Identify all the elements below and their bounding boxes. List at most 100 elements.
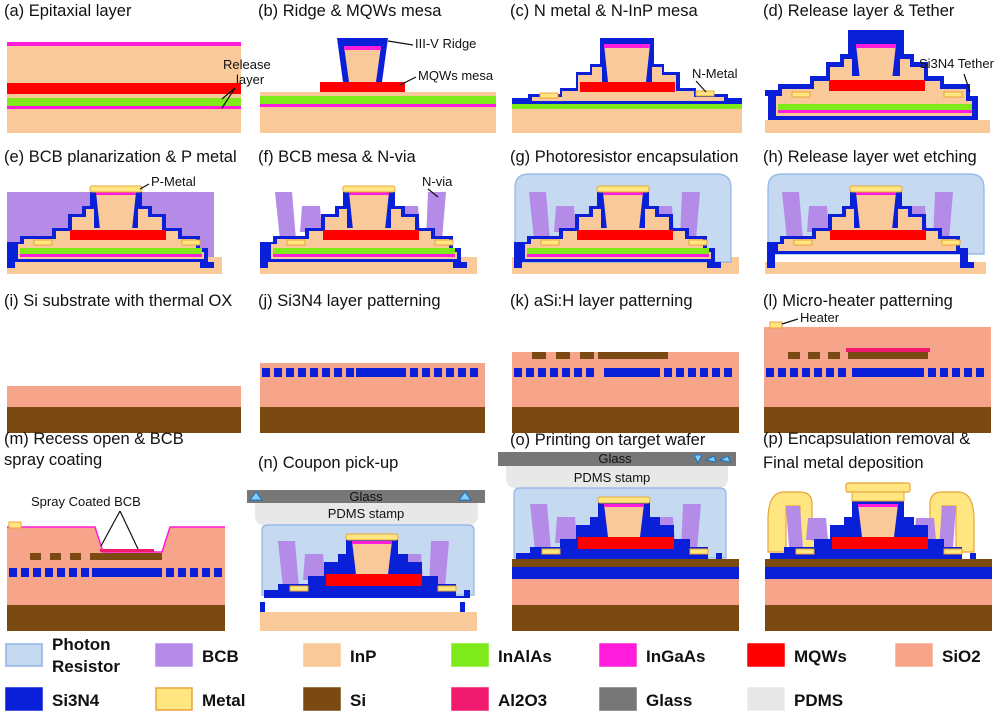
panel-l-asi-pattern xyxy=(788,348,930,359)
legend-swatch xyxy=(747,687,785,711)
panel-o-coupon xyxy=(513,487,727,560)
release-layer-label-2: layer xyxy=(236,72,265,87)
panel-j: (j) Si3N4 layer patterning xyxy=(258,292,485,433)
si3n4-waveguide xyxy=(604,368,660,377)
si3n4-segment xyxy=(434,368,442,377)
si3n4-segment xyxy=(298,368,306,377)
si3n4-segment xyxy=(526,368,534,377)
pdms-label-o: PDMS stamp xyxy=(574,470,651,485)
legend-item-bcb: BCB xyxy=(155,643,239,667)
legend-item-pdms: PDMS xyxy=(747,687,843,711)
legend-label: Si xyxy=(350,691,366,710)
legend-swatch xyxy=(451,687,489,711)
legend-item-inalas: InAlAs xyxy=(451,643,552,667)
caption-i: (i) Si substrate with thermal OX xyxy=(4,292,232,310)
panel-f: (f) BCB mesa & N-via N-via xyxy=(258,148,477,274)
si3n4-segment xyxy=(574,368,582,377)
si3n4-segment xyxy=(538,368,546,377)
panel-k-si3n4-pattern xyxy=(514,368,732,377)
si3n4-segment xyxy=(928,368,936,377)
legend-item-glass: Glass xyxy=(599,687,692,711)
legend-label-2: Resistor xyxy=(52,657,120,676)
caption-p-2: Final metal deposition xyxy=(763,454,924,472)
caption-e: (e) BCB planarization & P metal xyxy=(4,148,237,166)
si3n4-waveguide xyxy=(356,368,406,377)
si3n4-segment xyxy=(262,368,270,377)
legend-swatch xyxy=(599,687,637,711)
panel-l-si3n4-pattern xyxy=(766,368,984,377)
spray-bcb-label: Spray Coated BCB xyxy=(31,494,141,509)
legend-item-si3n4: Si3N4 xyxy=(5,687,100,711)
legend-swatch xyxy=(895,643,933,667)
legend-swatch xyxy=(599,643,637,667)
panel-n: (n) Coupon pick-up Glass PDMS stamp xyxy=(247,454,485,631)
si3n4-segment xyxy=(838,368,846,377)
glass-plate-o xyxy=(498,452,736,466)
si3n4-segment xyxy=(766,368,774,377)
legend-swatch xyxy=(747,643,785,667)
legend-item-si: Si xyxy=(303,687,366,711)
si3n4-segment xyxy=(166,568,174,577)
caption-p: (p) Encapsulation removal & xyxy=(763,430,970,448)
panel-b: (b) Ridge & MQWs mesa III-V Ridge MQWs m… xyxy=(258,2,496,133)
si3n4-segment xyxy=(346,368,354,377)
caption-j: (j) Si3N4 layer patterning xyxy=(258,292,441,310)
panel-a-stack xyxy=(7,42,241,133)
panel-n-coupon xyxy=(261,524,475,598)
glass-plate xyxy=(247,490,485,503)
si3n4-segment xyxy=(274,368,282,377)
si3n4-segment xyxy=(940,368,948,377)
legend-label: Photon xyxy=(52,635,111,654)
si3n4-segment xyxy=(9,568,17,577)
legend-swatch xyxy=(5,643,43,667)
caption-f: (f) BCB mesa & N-via xyxy=(258,148,417,166)
release-arrow-2 xyxy=(221,87,236,109)
si3n4-segment xyxy=(334,368,342,377)
legend-label: Glass xyxy=(646,691,692,710)
legend-label: InGaAs xyxy=(646,647,706,666)
si3n4-segment xyxy=(190,568,198,577)
legend-label: PDMS xyxy=(794,691,843,710)
panel-i: (i) Si substrate with thermal OX xyxy=(4,292,241,433)
caption-g: (g) Photoresistor encapsulation xyxy=(510,148,738,166)
caption-m-2: spray coating xyxy=(4,451,102,469)
caption-n: (n) Coupon pick-up xyxy=(258,454,398,472)
caption-k: (k) aSi:H layer patterning xyxy=(510,292,693,310)
legend-label: MQWs xyxy=(794,647,847,666)
caption-o: (o) Printing on target wafer xyxy=(510,431,706,449)
si3n4-segment xyxy=(712,368,720,377)
legend-item-al2o3: Al2O3 xyxy=(451,687,547,711)
legend-swatch xyxy=(303,687,341,711)
si3n4-segment xyxy=(664,368,672,377)
legend-item-ingaas: InGaAs xyxy=(599,643,706,667)
si3n4-segment xyxy=(69,568,77,577)
legend-item-metal: Metal xyxy=(155,687,245,711)
tether-label: Si3N4 Tether xyxy=(919,56,995,71)
si3n4-segment xyxy=(446,368,454,377)
mqw-mesa-label: MQWs mesa xyxy=(418,68,494,83)
panel-g-stack xyxy=(512,173,739,274)
panel-c: (c) N metal & N-InP mesa N-Metal xyxy=(510,2,742,133)
micro-heater xyxy=(769,321,783,329)
legend-item-sio2: SiO2 xyxy=(895,643,981,667)
si3n4-segment xyxy=(178,568,186,577)
si3n4-waveguide xyxy=(852,368,924,377)
si3n4-segment xyxy=(33,568,41,577)
panel-b-stack xyxy=(260,38,496,133)
legend-label: BCB xyxy=(202,647,239,666)
ridge-label: III-V Ridge xyxy=(415,36,476,51)
panel-k-asi-pattern xyxy=(532,352,668,359)
caption-l: (l) Micro-heater patterning xyxy=(763,292,953,310)
panel-m-asi-pattern xyxy=(30,549,162,560)
pdms-stamp xyxy=(255,503,478,525)
panel-d-stack xyxy=(765,30,990,133)
legend-label: Metal xyxy=(202,691,245,710)
si3n4-segment xyxy=(410,368,418,377)
panel-d: (d) Release layer & Tether Si3N4 Tether xyxy=(763,2,995,133)
si3n4-segment xyxy=(826,368,834,377)
si3n4-waveguide xyxy=(92,568,162,577)
legend-label: Si3N4 xyxy=(52,691,100,710)
panel-k: (k) aSi:H layer patterning xyxy=(510,292,739,433)
panel-e-stack xyxy=(7,185,222,274)
